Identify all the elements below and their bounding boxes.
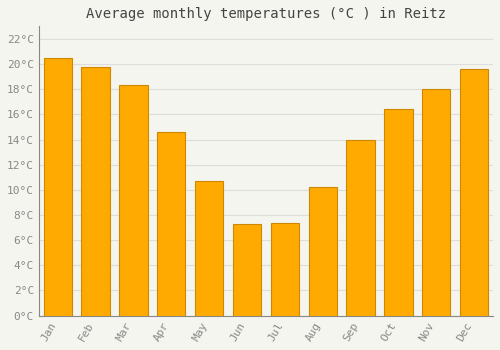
Bar: [157, 132, 186, 316]
Bar: [308, 187, 337, 316]
Bar: [119, 85, 148, 316]
Title: Average monthly temperatures (°C ) in Reitz: Average monthly temperatures (°C ) in Re…: [86, 7, 446, 21]
Bar: [422, 89, 450, 316]
Bar: [195, 181, 224, 316]
Bar: [384, 109, 412, 316]
Bar: [82, 66, 110, 316]
Bar: [346, 140, 375, 316]
Bar: [233, 224, 261, 316]
Bar: [270, 223, 299, 316]
Bar: [460, 69, 488, 316]
Bar: [44, 58, 72, 316]
